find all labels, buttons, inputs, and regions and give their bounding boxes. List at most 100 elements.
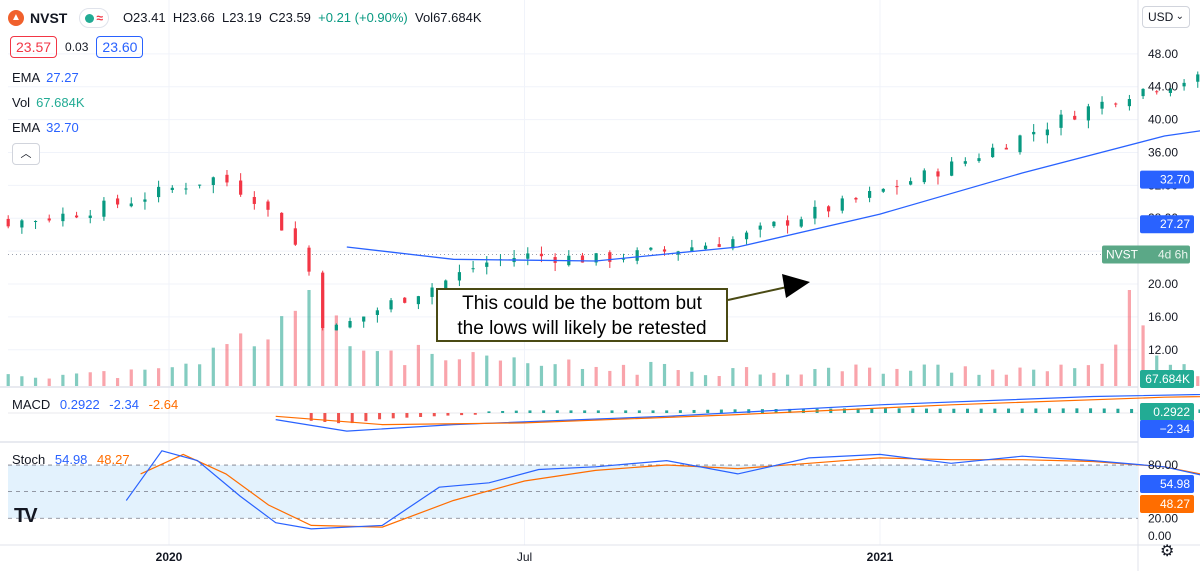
- candle-body: [1196, 74, 1200, 82]
- macd-histogram-bar: [1007, 408, 1011, 413]
- volume-bar: [512, 357, 516, 386]
- candle-body: [772, 221, 776, 227]
- stoch-legend[interactable]: Stoch 54.98 48.27: [12, 452, 130, 467]
- stoch-band: [8, 464, 1138, 519]
- sell-button[interactable]: 23.57: [10, 36, 58, 58]
- candle-body: [20, 220, 24, 228]
- candle-body: [922, 170, 926, 183]
- macd-histogram-bar: [924, 408, 928, 413]
- symbol-name[interactable]: NVST: [30, 10, 68, 26]
- ema-lines: [346, 130, 1200, 262]
- candle-body: [895, 186, 899, 188]
- candle-body: [321, 272, 325, 328]
- candle-body: [868, 190, 872, 198]
- candle-body: [909, 181, 913, 185]
- volume-bars: [6, 290, 1200, 386]
- macd-histogram-bar: [1116, 408, 1120, 413]
- volume-bar: [621, 364, 626, 386]
- volume-bar: [799, 374, 803, 386]
- macd-hist-badge: 0.2922: [1153, 405, 1190, 419]
- macd-histogram-bar: [624, 410, 628, 413]
- candle-body: [1018, 135, 1022, 153]
- macd-histogram-bar: [747, 409, 751, 413]
- volume-bar: [6, 374, 10, 386]
- volume-bar: [362, 350, 366, 386]
- macd-histogram-bar: [1075, 408, 1079, 413]
- stoch-k-line: [125, 450, 1200, 530]
- volume-bar: [184, 363, 188, 386]
- volume-bar: [553, 364, 557, 386]
- chevron-up-icon: ︿: [20, 148, 32, 160]
- volume-bar: [334, 315, 338, 386]
- candle-body: [457, 272, 462, 281]
- macd-histogram-bar: [569, 410, 573, 413]
- candle-body: [293, 228, 297, 245]
- volume-bar: [211, 347, 215, 386]
- volume-bar: [580, 368, 585, 386]
- candle-body: [430, 287, 434, 297]
- volume-bar: [1114, 344, 1118, 386]
- annotation-callout[interactable]: This could be the bottom but the lows wi…: [436, 288, 728, 342]
- ema-fast-legend[interactable]: EMA 27.27: [12, 70, 79, 85]
- candle-body: [157, 186, 161, 198]
- candle-body: [785, 220, 790, 226]
- candle-body: [334, 324, 338, 331]
- candle-body: [184, 188, 188, 190]
- status-dots[interactable]: ≈: [79, 8, 109, 28]
- collapse-legend-button[interactable]: ︿: [12, 143, 40, 165]
- macd-histogram-bar: [460, 413, 464, 416]
- macd-legend[interactable]: MACD 0.2922 -2.34 -2.64: [12, 397, 179, 412]
- macd-histogram-bar: [966, 408, 970, 413]
- currency-select[interactable]: USD ⌄: [1142, 6, 1190, 28]
- candle-body: [1141, 88, 1145, 97]
- stoch-k-badge: 54.98: [1160, 477, 1190, 491]
- candle-body: [389, 300, 393, 310]
- candle-body: [1059, 114, 1063, 128]
- candle-body: [198, 184, 202, 186]
- time-tick-label: Jul: [517, 550, 532, 564]
- volume-badge: 67.684K: [1145, 372, 1190, 386]
- macd-histogram-bar: [883, 408, 887, 413]
- volume-bar: [922, 364, 926, 386]
- candle-body: [307, 247, 311, 272]
- candle-body: [881, 188, 885, 192]
- macd-badge: −2.34: [1160, 422, 1191, 436]
- volume-bar: [403, 365, 407, 386]
- volume-bar: [676, 370, 680, 386]
- candle-body: [1045, 129, 1049, 136]
- volume-bar: [526, 363, 530, 386]
- gear-icon[interactable]: ⚙: [1160, 543, 1175, 560]
- volume-bar: [1127, 290, 1131, 386]
- volume-bar: [1018, 367, 1022, 386]
- macd-histogram-bar: [856, 408, 860, 413]
- volume-bar: [635, 374, 639, 386]
- candle-body: [485, 262, 489, 267]
- volume-bar: [567, 359, 571, 386]
- volume-bar: [1196, 376, 1200, 386]
- volume-bar: [1045, 371, 1049, 386]
- candle-body: [950, 161, 954, 176]
- candle-body: [1086, 106, 1090, 121]
- macd-histogram-bar: [678, 410, 682, 413]
- ema-slow-legend[interactable]: EMA 32.70: [12, 120, 79, 135]
- volume-bar: [485, 355, 489, 386]
- macd-histogram-bar: [911, 408, 915, 413]
- macd-histogram-bar: [405, 413, 409, 418]
- volume-bar: [594, 366, 598, 386]
- countdown-label: 4d 6h: [1158, 247, 1188, 261]
- candle-body: [129, 203, 133, 207]
- tradingview-logo-icon[interactable]: TV: [14, 505, 38, 527]
- low-value: L23.19: [221, 10, 262, 25]
- ema-fast-badge: 27.27: [1160, 217, 1190, 231]
- candle-body: [991, 147, 995, 158]
- chevron-down-icon: ⌄: [1175, 11, 1184, 22]
- candle-body: [635, 250, 639, 261]
- candle-body: [594, 253, 598, 263]
- candle-body: [731, 239, 735, 249]
- macd-histogram-bar: [337, 413, 341, 424]
- volume-legend[interactable]: Vol 67.684K: [12, 95, 85, 110]
- stoch-tick-label: 20.00: [1148, 511, 1178, 525]
- buy-button[interactable]: 23.60: [96, 36, 144, 58]
- candle-body: [115, 198, 120, 205]
